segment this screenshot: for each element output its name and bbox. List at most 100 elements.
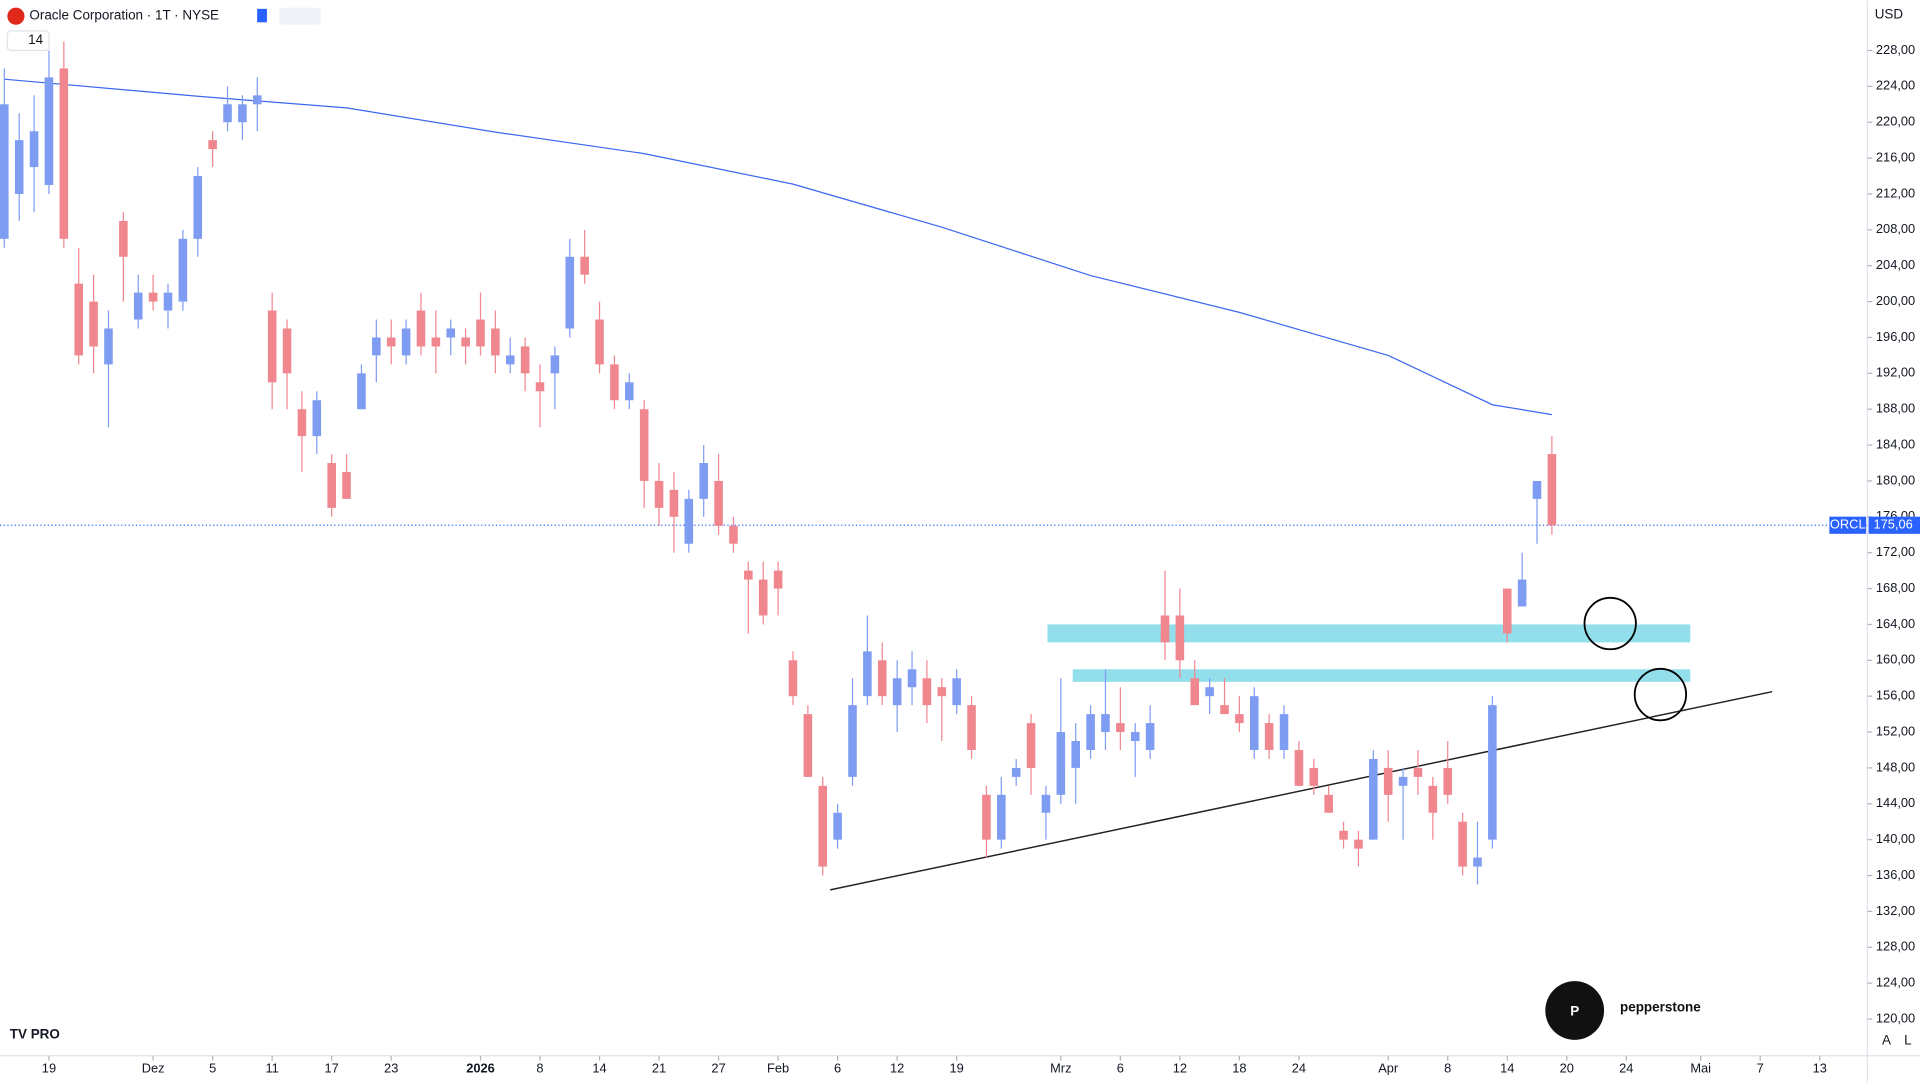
candle-body bbox=[922, 678, 932, 706]
x-tick-label: 14 bbox=[592, 1061, 606, 1076]
x-tick-label: 19 bbox=[950, 1061, 964, 1076]
candle-body bbox=[1101, 714, 1110, 733]
symbol-logo bbox=[7, 7, 25, 25]
x-tick-label: Mrz bbox=[1050, 1061, 1071, 1076]
candle-body bbox=[163, 292, 173, 311]
x-tick-label: 18 bbox=[1232, 1061, 1246, 1076]
candle-body bbox=[297, 409, 307, 437]
candle-body bbox=[1160, 615, 1170, 643]
candle-body bbox=[1175, 615, 1185, 661]
candle-body bbox=[952, 678, 961, 706]
y-tick-label: 140,00 bbox=[1876, 831, 1915, 846]
candle-body bbox=[252, 95, 262, 105]
auto-scale-button[interactable]: A bbox=[1882, 1033, 1891, 1048]
candle-body bbox=[1145, 723, 1155, 750]
candle-body bbox=[1398, 776, 1408, 786]
candle-body bbox=[788, 660, 798, 697]
candle-body bbox=[59, 68, 69, 239]
moving-average bbox=[4, 78, 1552, 416]
candle-body bbox=[1086, 714, 1095, 750]
candle-body bbox=[1428, 785, 1438, 813]
y-tick-label: 156,00 bbox=[1876, 688, 1915, 703]
candle-body bbox=[29, 131, 39, 168]
interval-input[interactable] bbox=[6, 30, 50, 52]
candle-body bbox=[1324, 794, 1333, 813]
y-tick-label: 204,00 bbox=[1876, 257, 1915, 272]
candle-body bbox=[416, 310, 426, 347]
candle-body bbox=[758, 579, 768, 616]
x-tick-label: 8 bbox=[1444, 1061, 1451, 1076]
candle-body bbox=[1517, 579, 1527, 607]
candle-body bbox=[119, 220, 128, 257]
candle-body bbox=[1339, 830, 1348, 840]
candle-body bbox=[1443, 767, 1453, 795]
candle-body bbox=[729, 525, 738, 544]
candle-body bbox=[1458, 821, 1467, 867]
candle-body bbox=[505, 355, 515, 365]
y-tick-label: 220,00 bbox=[1876, 114, 1915, 129]
candle-body bbox=[1294, 749, 1304, 786]
y-tick-label: 212,00 bbox=[1876, 185, 1915, 200]
indicator-toggle[interactable] bbox=[279, 7, 321, 25]
candle-body bbox=[1071, 741, 1080, 768]
y-tick-label: 128,00 bbox=[1876, 939, 1915, 954]
log-scale-button[interactable]: L bbox=[1904, 1033, 1912, 1048]
candle-body bbox=[877, 660, 887, 697]
candle-body bbox=[639, 409, 649, 481]
x-tick-label: 12 bbox=[890, 1061, 904, 1076]
candle-body bbox=[476, 319, 485, 347]
x-tick-label: 17 bbox=[325, 1061, 339, 1076]
candle-body bbox=[997, 794, 1006, 840]
candle-body bbox=[238, 104, 247, 123]
candle-body bbox=[133, 292, 143, 320]
last-price-axis-tag bbox=[1868, 516, 1920, 534]
candle-body bbox=[863, 651, 872, 697]
candle-body bbox=[491, 328, 500, 356]
x-tick-label: 21 bbox=[652, 1061, 666, 1076]
x-tick-label: 2026 bbox=[466, 1061, 495, 1076]
y-tick-label: 196,00 bbox=[1876, 329, 1915, 344]
candle-body bbox=[1190, 678, 1200, 706]
candle-body bbox=[535, 382, 545, 392]
candle-body bbox=[580, 256, 589, 275]
candle-body bbox=[684, 498, 694, 544]
candle-body bbox=[833, 812, 842, 840]
x-tick-label: 11 bbox=[265, 1061, 278, 1076]
candle-body bbox=[669, 489, 679, 517]
x-tick-label: Apr bbox=[1378, 1061, 1399, 1076]
y-tick-label: 152,00 bbox=[1876, 723, 1915, 738]
candle-body bbox=[193, 176, 203, 239]
x-tick-label: 5 bbox=[209, 1061, 216, 1076]
y-tick-label: 120,00 bbox=[1876, 1010, 1915, 1025]
y-tick-label: 200,00 bbox=[1876, 293, 1915, 308]
candle-body bbox=[818, 785, 828, 867]
tv-logo: TV PRO bbox=[10, 1027, 60, 1042]
last-price-label: 175,06 bbox=[1873, 517, 1912, 532]
candle-body bbox=[372, 337, 381, 356]
candle-body bbox=[982, 794, 991, 840]
candle-body bbox=[848, 705, 857, 777]
y-tick-label: 136,00 bbox=[1876, 867, 1915, 882]
x-tick-label: 23 bbox=[384, 1061, 398, 1076]
y-tick-label: 132,00 bbox=[1876, 903, 1915, 918]
x-tick-label: 7 bbox=[1757, 1061, 1764, 1076]
y-tick-label: 172,00 bbox=[1876, 544, 1915, 559]
candle-body bbox=[401, 328, 411, 356]
watermark-icon-letter: P bbox=[1570, 1003, 1579, 1018]
x-tick-label: Feb bbox=[767, 1061, 789, 1076]
candle-body bbox=[1532, 480, 1542, 499]
y-tick-label: 124,00 bbox=[1876, 975, 1915, 990]
candle-body bbox=[1205, 687, 1214, 697]
candle-body bbox=[44, 77, 54, 186]
candle-body bbox=[357, 373, 366, 410]
candle-body bbox=[89, 301, 98, 347]
candle-body bbox=[327, 463, 336, 508]
x-tick-label: 8 bbox=[536, 1061, 543, 1076]
x-tick-label: 6 bbox=[1117, 1061, 1124, 1076]
y-tick-label: 228,00 bbox=[1876, 42, 1915, 57]
candle-body bbox=[1413, 767, 1423, 777]
candle-body bbox=[1383, 767, 1393, 795]
candle-body bbox=[1116, 723, 1125, 733]
x-tick-label: 14 bbox=[1500, 1061, 1514, 1076]
candle-body bbox=[1488, 705, 1497, 840]
